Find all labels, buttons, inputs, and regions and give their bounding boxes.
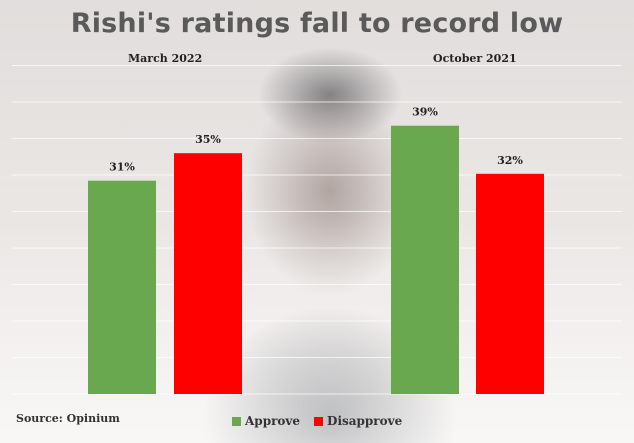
legend-swatch-approve: [232, 416, 241, 426]
source-note: Source: Opinium: [16, 412, 120, 425]
data-label-approve-october-2021: 39%: [412, 106, 438, 119]
data-label-disapprove-march-2022: 35%: [195, 133, 221, 146]
data-label-approve-march-2022: 31%: [109, 161, 135, 174]
data-label-disapprove-october-2021: 32%: [497, 154, 523, 167]
legend-item-approve: Approve: [232, 414, 300, 428]
group-label-october-2021: October 2021: [433, 52, 517, 65]
bar-approve-march-2022: [88, 180, 156, 394]
bar-disapprove-october-2021: [476, 173, 544, 394]
group-label-march-2022: March 2022: [128, 52, 203, 65]
chart-title: Rishi's ratings fall to record low: [70, 8, 564, 39]
legend-item-disapprove: Disapprove: [314, 414, 402, 428]
legend-label-approve: Approve: [245, 414, 301, 428]
legend-label-disapprove: Disapprove: [327, 414, 403, 428]
legend: Approve Disapprove: [232, 414, 410, 428]
bar-disapprove-march-2022: [174, 153, 242, 394]
bar-approve-october-2021: [391, 125, 459, 394]
legend-swatch-disapprove: [314, 416, 324, 426]
